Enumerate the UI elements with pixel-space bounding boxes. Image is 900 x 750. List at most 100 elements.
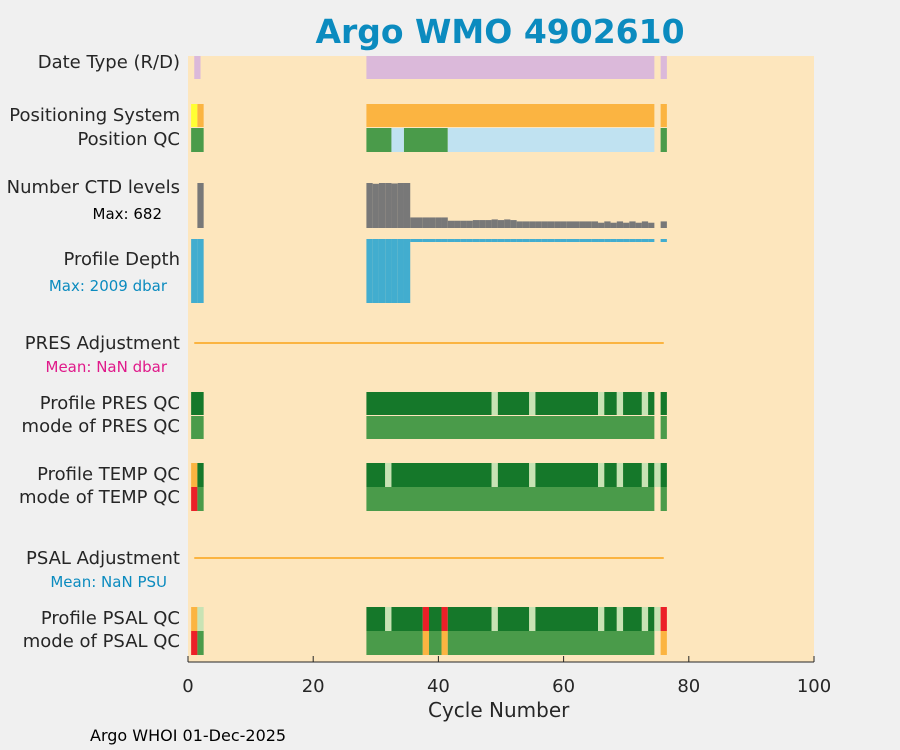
label-mode-temp-qc: mode of TEMP QC	[18, 487, 180, 508]
ctd-level-bar	[566, 221, 573, 228]
chart-title: Argo WMO 4902610	[315, 12, 685, 51]
profile-depth-bar	[429, 239, 436, 242]
ctd-level-bar	[529, 221, 536, 228]
profile-depth-bar	[385, 239, 392, 303]
mode-psal-qc-segment	[191, 631, 198, 655]
profile-depth-bar	[454, 239, 461, 242]
profile-pres-qc-segment	[491, 392, 498, 415]
date-type-segment	[194, 56, 201, 79]
profile-depth-bar	[378, 239, 386, 303]
profile-pres-qc-segment	[660, 392, 667, 415]
x-tick-label: 0	[182, 676, 193, 697]
profile-pres-qc-segment	[497, 392, 530, 415]
ctd-level-bar	[604, 221, 611, 228]
mode-psal-qc-segment	[422, 631, 430, 655]
ctd-level-bar	[629, 221, 636, 228]
ctd-level-bar	[378, 183, 386, 228]
profile-depth-bar	[391, 239, 398, 303]
note-psal-mean: Mean: NaN PSU	[50, 573, 167, 591]
ctd-level-bar	[572, 221, 580, 228]
profile-temp-qc-segment	[197, 463, 204, 487]
label-profile-temp-qc: Profile TEMP QC	[37, 464, 180, 485]
profile-depth-bar	[504, 239, 511, 242]
profile-depth-bar	[422, 239, 430, 242]
profile-depth-bar	[441, 239, 448, 242]
x-axis: 0 20 40 60 80 100	[182, 656, 831, 697]
mode-temp-qc-segment	[366, 487, 655, 511]
profile-pres-qc-segment	[366, 392, 492, 415]
profile-pres-qc-segment	[191, 392, 204, 415]
profile-temp-qc-segment	[616, 463, 624, 487]
x-tick-label: 80	[677, 676, 700, 697]
label-profile-depth: Profile Depth	[63, 249, 180, 270]
ctd-level-bar	[460, 220, 467, 228]
profile-psal-qc-segment	[366, 607, 386, 631]
mode-temp-qc-segment	[660, 487, 667, 511]
profile-temp-qc-segment	[535, 463, 599, 487]
profile-psal-qc-segment	[441, 607, 448, 631]
footer-credit: Argo WHOI 01-Dec-2025	[90, 726, 287, 745]
profile-depth-bar	[604, 239, 611, 242]
profile-psal-qc-segment	[447, 607, 492, 631]
profile-pres-qc-segment	[623, 392, 642, 415]
ctd-level-bar	[510, 220, 517, 228]
label-psal-adjustment: PSAL Adjustment	[25, 548, 180, 569]
ctd-level-bar	[497, 220, 505, 228]
profile-depth-bar	[410, 239, 417, 242]
mode-psal-qc-segment	[441, 631, 448, 655]
profile-depth-bar	[541, 239, 548, 242]
ctd-level-bar	[391, 183, 398, 228]
profile-depth-bar	[472, 239, 480, 242]
profile-temp-qc-segment	[497, 463, 530, 487]
chart-marks	[191, 56, 667, 655]
profile-pres-qc-segment	[648, 392, 655, 415]
ctd-level-bar	[410, 217, 417, 228]
ctd-level-bar	[641, 221, 649, 228]
note-ctd-max: Max: 682	[92, 205, 162, 223]
note-depth-max: Max: 2009 dbar	[48, 277, 167, 295]
profile-depth-bar	[547, 239, 555, 242]
positioning-system-segment	[660, 104, 667, 127]
ctd-level-bar	[485, 220, 492, 228]
profile-pres-qc-segment	[529, 392, 536, 415]
positioning-system-segment	[197, 104, 204, 127]
mode-temp-qc-segment	[197, 487, 204, 511]
mode-pres-qc-segment	[366, 416, 655, 439]
ctd-level-bar	[422, 217, 430, 228]
profile-psal-qc-segment	[197, 607, 204, 631]
profile-depth-bar	[529, 239, 536, 242]
ctd-level-bar	[397, 183, 404, 228]
ctd-level-bar	[598, 222, 605, 228]
profile-pres-qc-segment	[604, 392, 617, 415]
profile-temp-qc-segment	[491, 463, 498, 487]
profile-depth-bar	[491, 239, 498, 242]
profile-psal-qc-segment	[535, 607, 599, 631]
profile-temp-qc-segment	[623, 463, 642, 487]
label-profile-pres-qc: Profile PRES QC	[39, 393, 180, 414]
profile-depth-bar	[598, 239, 605, 242]
profile-depth-bar	[535, 239, 542, 242]
positioning-system-segment	[366, 104, 655, 127]
profile-temp-qc-segment	[529, 463, 536, 487]
position-qc-segment	[660, 128, 667, 152]
ctd-level-bar	[366, 183, 373, 228]
x-axis-title: Cycle Number	[428, 698, 570, 722]
profile-depth-bar	[516, 239, 523, 242]
ctd-level-bar	[591, 221, 599, 228]
date-type-segment	[366, 56, 655, 79]
ctd-level-bar	[416, 217, 423, 228]
profile-depth-bar	[554, 239, 561, 242]
profile-depth-bar	[479, 239, 486, 242]
ctd-level-bar	[660, 221, 667, 228]
label-profile-psal-qc: Profile PSAL QC	[40, 608, 180, 629]
mode-temp-qc-segment	[191, 487, 198, 511]
plot-background	[188, 56, 814, 662]
profile-depth-bar	[191, 239, 198, 303]
ctd-level-bar	[491, 219, 498, 228]
profile-depth-bar	[641, 239, 649, 242]
profile-depth-bar	[572, 239, 580, 242]
ctd-level-bar	[535, 221, 542, 228]
ctd-level-bar	[466, 220, 473, 228]
profile-psal-qc-segment	[604, 607, 617, 631]
